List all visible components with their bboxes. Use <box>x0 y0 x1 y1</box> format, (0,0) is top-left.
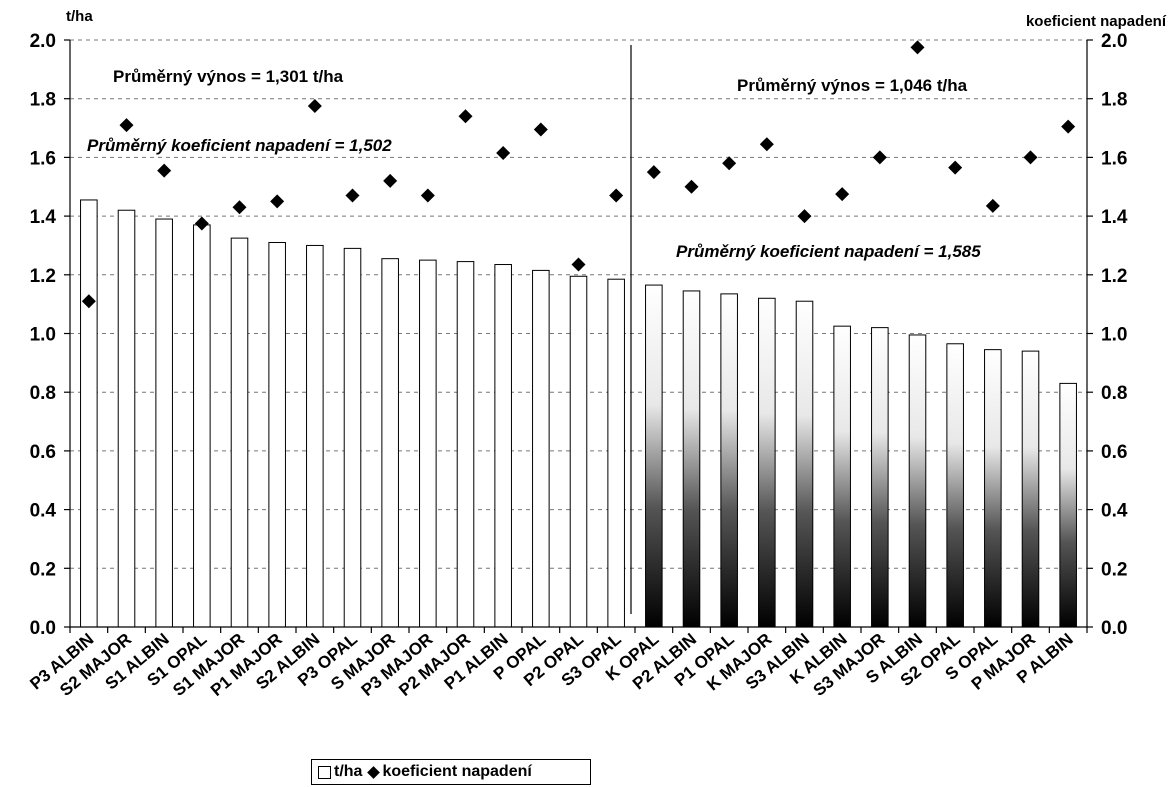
bar-s1-albin <box>155 218 173 628</box>
bar-p1-opal <box>720 293 738 628</box>
left-tick-label: 0.8 <box>30 383 56 404</box>
right-tick-label: 1.2 <box>1101 266 1127 287</box>
point-s1-albin <box>157 163 172 178</box>
right-tick-label: 0.6 <box>1101 442 1127 463</box>
right-tick-label: 1.6 <box>1101 148 1127 169</box>
bar-s1-major <box>230 237 249 628</box>
bar-s3-opal <box>607 278 625 628</box>
point-s1-opal <box>194 216 209 231</box>
bar-k-opal <box>645 284 663 628</box>
left-tick-label: 1.0 <box>30 325 56 346</box>
right-tick-label: 0.2 <box>1101 559 1127 580</box>
legend-label-koeficient: koeficient napadení <box>382 763 532 780</box>
bar-s-albin <box>908 334 927 628</box>
right-tick-label: 2.0 <box>1101 31 1127 52</box>
point-s3-major <box>872 150 887 165</box>
bar-k-major <box>758 297 776 628</box>
bar-p3-opal <box>343 247 362 628</box>
point-p3-albin <box>81 294 96 309</box>
bar-p-opal <box>532 269 550 628</box>
right-tick-label: 1.0 <box>1101 325 1127 346</box>
annotation-avg-coef-right: Průměrný koeficient napadení = 1,585 <box>676 242 981 261</box>
right-tick-label: 0.0 <box>1101 618 1127 639</box>
point-p1-albin <box>496 145 511 160</box>
left-tick-label: 0.4 <box>30 501 57 522</box>
bar-p2-opal <box>569 275 588 628</box>
bar-p-albin <box>1059 382 1077 628</box>
left-tick-label: 1.6 <box>30 148 56 169</box>
annotation-avg-coef-left: Průměrný koeficient napadení = 1,502 <box>87 136 392 155</box>
bar-p1-albin <box>494 264 512 628</box>
point-s1-major <box>232 200 247 215</box>
bar-k-albin <box>833 325 851 628</box>
point-s2-albin <box>307 99 322 114</box>
bar-s2-major <box>117 209 136 628</box>
legend-label-t-ha: t/ha <box>334 763 363 780</box>
legend-diamond-swatch <box>367 765 381 779</box>
bar-s2-albin <box>306 244 324 628</box>
bar-s-major <box>381 258 399 628</box>
point-s2-major <box>119 118 134 133</box>
point-p-albin <box>1061 119 1076 134</box>
point-p1-opal <box>722 156 737 171</box>
point-k-albin <box>835 187 850 202</box>
point-p1-major <box>270 194 285 209</box>
right-tick-label: 1.8 <box>1101 90 1127 111</box>
axes <box>64 39 1093 633</box>
point-s-albin <box>910 40 925 55</box>
left-tick-label: 2.0 <box>30 31 56 52</box>
point-p2-major <box>458 109 473 124</box>
bar-s3-major <box>871 327 889 628</box>
point-p3-major <box>420 188 435 203</box>
bar-p2-albin <box>682 290 701 628</box>
left-tick-label: 1.4 <box>30 207 57 228</box>
bar-p3-major <box>419 259 437 628</box>
point-p2-albin <box>684 179 699 194</box>
point-s3-opal <box>609 188 624 203</box>
point-p-major <box>1023 150 1038 165</box>
bar-s2-opal <box>946 343 964 628</box>
scatter-series-koeficient <box>81 40 1076 309</box>
annotation-avg-yield-right: Průměrný výnos = 1,046 t/ha <box>737 76 968 95</box>
legend: t/ha koeficient napadení <box>311 759 591 785</box>
point-k-major <box>759 137 774 152</box>
bar-series-t-ha <box>80 199 1077 628</box>
right-axis-unit-label: koeficient napadení <box>1026 13 1167 30</box>
left-axis-unit-label: t/ha <box>66 8 93 25</box>
point-s2-opal <box>948 160 963 175</box>
annotation-avg-yield-left: Průměrný výnos = 1,301 t/ha <box>113 67 344 86</box>
point-p2-opal <box>571 257 586 272</box>
left-tick-label: 1.2 <box>30 266 56 287</box>
bar-p1-major <box>268 242 286 628</box>
right-axis-ticks: 0.0 0.2 0.4 0.6 0.8 1.0 1.2 1.4 1.6 1.8 2.0 <box>1101 31 1128 639</box>
left-tick-label: 1.8 <box>30 90 56 111</box>
point-k-opal <box>646 165 661 180</box>
bar-p-major <box>1021 350 1040 628</box>
bar-s1-opal <box>193 224 211 628</box>
left-tick-label: 0.2 <box>30 559 56 580</box>
right-tick-label: 0.4 <box>1101 501 1128 522</box>
point-p-opal <box>533 122 548 137</box>
point-s-major <box>383 173 398 188</box>
left-axis-ticks: 0.0 0.2 0.4 0.6 0.8 1.0 1.2 1.4 1.6 1.8 2.0 <box>30 31 57 639</box>
right-tick-label: 1.4 <box>1101 207 1128 228</box>
bar-s3-albin <box>795 300 814 628</box>
left-tick-label: 0.6 <box>30 442 56 463</box>
point-s3-albin <box>797 209 812 224</box>
bar-s-opal <box>984 349 1002 628</box>
right-tick-label: 0.8 <box>1101 383 1127 404</box>
bar-p2-major <box>456 261 475 628</box>
point-s-opal <box>985 198 1000 213</box>
legend-bar-swatch <box>318 765 331 779</box>
bar-p3-albin <box>80 199 98 628</box>
point-p3-opal <box>345 188 360 203</box>
left-tick-label: 0.0 <box>30 618 56 639</box>
